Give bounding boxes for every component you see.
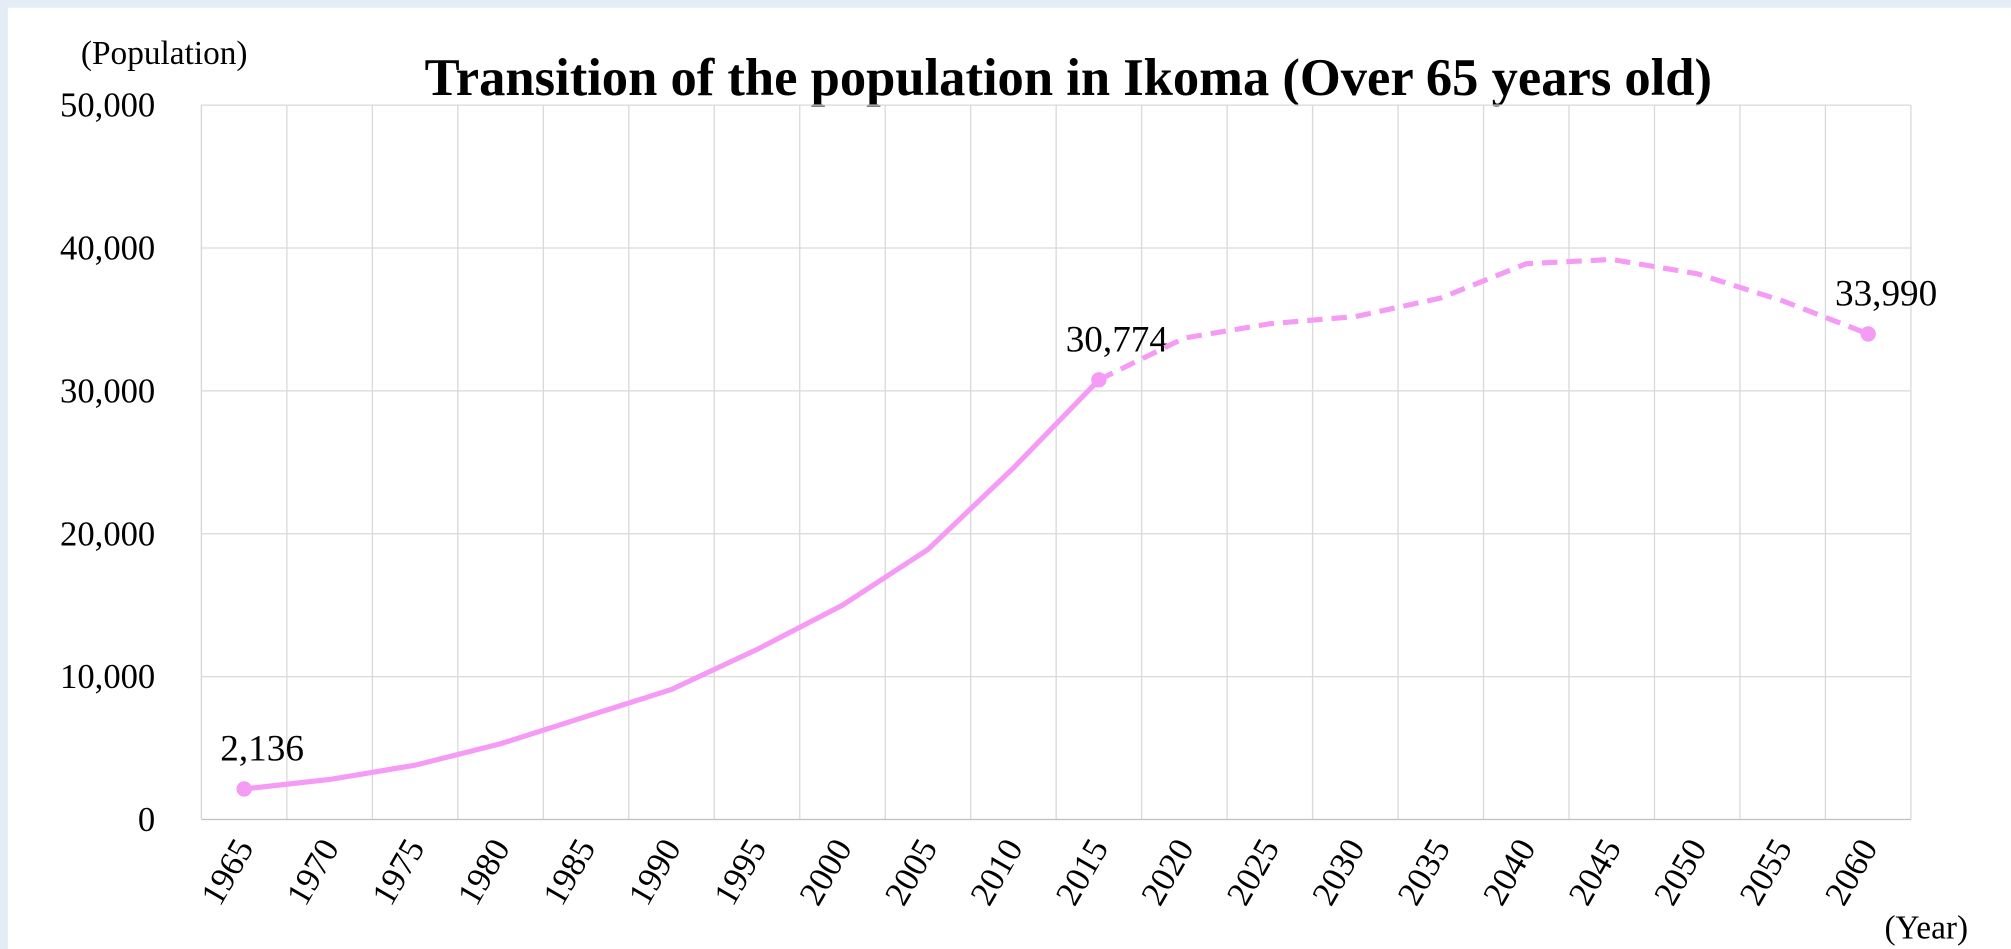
chart-panel <box>7 7 2011 949</box>
y-tick-label: 0 <box>138 801 155 839</box>
chart-title: Transition of the population in Ikoma (O… <box>425 49 1712 107</box>
data-line <box>1097 256 1870 383</box>
data-point <box>236 781 252 797</box>
data-point <box>1860 326 1876 342</box>
y-tick-label: 50,000 <box>60 87 155 125</box>
y-tick-label: 10,000 <box>60 658 155 696</box>
y-axis-label: (Population) <box>81 35 248 72</box>
x-axis-label: (Year) <box>1884 910 1968 947</box>
y-tick-label: 40,000 <box>60 230 155 268</box>
data-line <box>243 378 1101 792</box>
y-tick-label: 30,000 <box>60 372 155 410</box>
data-label: 33,990 <box>1835 274 1937 315</box>
data-label: 2,136 <box>220 729 304 770</box>
y-tick-label: 20,000 <box>60 515 155 553</box>
